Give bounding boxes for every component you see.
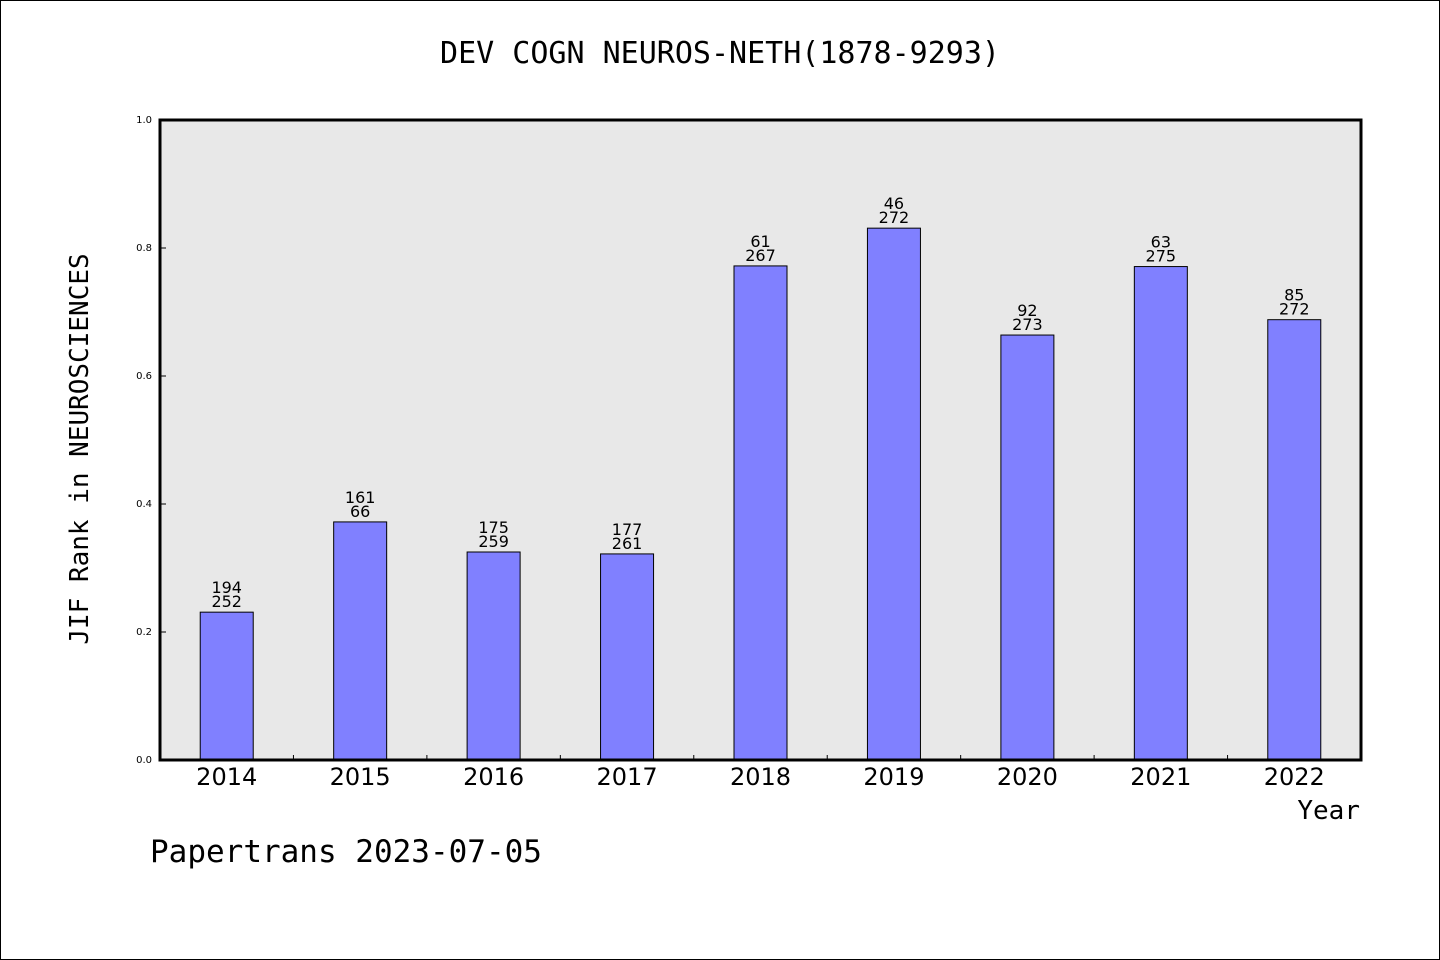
chart-title: DEV COGN NEUROS-NETH(1878-9293) bbox=[440, 36, 1000, 71]
bar-label-2021-total: 275 bbox=[1146, 247, 1177, 266]
x-tick-label-2015: 2015 bbox=[330, 763, 391, 791]
x-tick-label-2019: 2019 bbox=[863, 763, 924, 791]
bar-2016 bbox=[466, 551, 521, 761]
x-tick-label-2017: 2017 bbox=[597, 763, 658, 791]
y-tick-label: 0.8 bbox=[136, 243, 152, 254]
bar-label-2014-total: 252 bbox=[211, 592, 242, 611]
y-tick-label: 0.0 bbox=[136, 755, 152, 766]
x-tick-label-2016: 2016 bbox=[463, 763, 524, 791]
y-tick-label: 0.2 bbox=[136, 627, 152, 638]
bar-2018 bbox=[733, 265, 788, 761]
bar-label-2015-total: 66 bbox=[350, 502, 370, 521]
bar-label-2018-total: 267 bbox=[745, 246, 776, 265]
x-tick-label-2022: 2022 bbox=[1264, 763, 1325, 791]
bar-label-2017-rank: 177 bbox=[612, 520, 643, 539]
bar-2020 bbox=[1000, 334, 1055, 761]
bar-label-2022-rank: 85 bbox=[1284, 286, 1304, 305]
bar-label-2016-rank: 175 bbox=[478, 518, 509, 537]
bar-2022 bbox=[1267, 319, 1322, 761]
y-tick-label: 0.4 bbox=[136, 499, 152, 510]
bar-label-2017-total: 261 bbox=[612, 534, 643, 553]
bar-2019 bbox=[866, 227, 921, 761]
x-tick-label-2018: 2018 bbox=[730, 763, 791, 791]
x-tick-label-2021: 2021 bbox=[1130, 763, 1191, 791]
axes-layer: 2014 2015 2016 2017 2018 2019 2020 2021 2022 0.0 0… bbox=[136, 115, 1325, 791]
bar-label-2014-rank: 194 bbox=[211, 578, 242, 597]
footer-note: Papertrans 2023-07-05 bbox=[150, 834, 542, 870]
x-axis-label: Year bbox=[1297, 796, 1360, 826]
bar-label-2019-rank: 46 bbox=[884, 194, 904, 213]
bar-label-2016-total: 259 bbox=[478, 532, 509, 551]
plot-border bbox=[158, 118, 1363, 762]
bar-2014 bbox=[199, 611, 254, 761]
bar-2021 bbox=[1133, 266, 1188, 761]
bar-2017 bbox=[600, 553, 655, 761]
bar-label-2019-total: 272 bbox=[879, 208, 910, 227]
x-tick-label-2020: 2020 bbox=[997, 763, 1058, 791]
bar-label-2018-rank: 61 bbox=[750, 232, 770, 251]
bars-layer: 1942521616617525917726161267462729227363… bbox=[199, 194, 1322, 761]
y-tick-label: 1.0 bbox=[136, 115, 152, 126]
bar-2015 bbox=[333, 521, 388, 761]
bar-label-2021-rank: 63 bbox=[1151, 233, 1171, 252]
bar-label-2020-rank: 92 bbox=[1017, 301, 1037, 320]
bar-label-2022-total: 272 bbox=[1279, 300, 1310, 319]
x-tick-label-2014: 2014 bbox=[196, 763, 257, 791]
bar-label-2020-total: 273 bbox=[1012, 315, 1043, 334]
bar-label-2015-rank: 161 bbox=[345, 488, 376, 507]
y-tick-label: 0.6 bbox=[136, 371, 152, 382]
